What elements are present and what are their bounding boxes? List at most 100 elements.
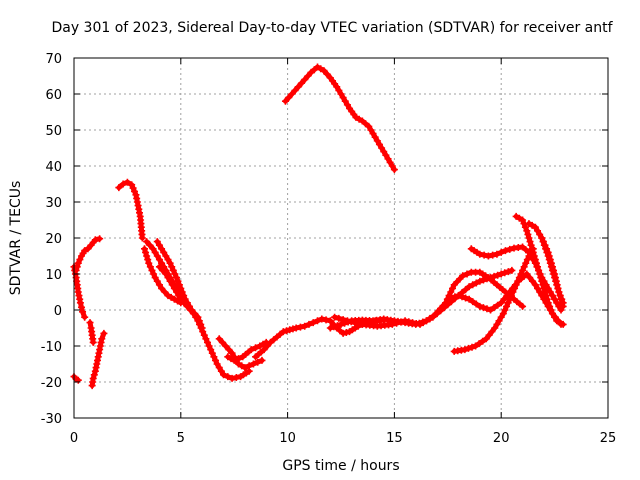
data-point-marker — [487, 306, 495, 314]
data-point-marker — [401, 317, 409, 325]
data-point-marker — [230, 356, 238, 364]
data-point-marker — [301, 322, 309, 330]
data-point-marker — [382, 151, 390, 159]
data-point-marker — [447, 294, 455, 302]
data-point-marker — [164, 274, 172, 282]
series-arc-10 — [155, 263, 198, 318]
data-point-marker — [537, 274, 545, 282]
y-tick-label: 30 — [45, 196, 62, 211]
data-point-marker — [485, 331, 493, 339]
data-point-marker — [183, 302, 191, 310]
data-point-marker — [173, 288, 181, 296]
series-arc-5 — [88, 329, 108, 390]
data-point-marker — [528, 245, 536, 253]
data-point-marker — [550, 270, 558, 278]
x-tick-label: 25 — [600, 431, 617, 446]
data-point-marker — [539, 281, 547, 289]
data-point-marker — [521, 223, 529, 231]
data-point-marker — [326, 317, 334, 325]
data-point-marker — [351, 319, 359, 327]
data-point-marker — [91, 236, 99, 244]
data-point-marker — [541, 288, 549, 296]
data-point-marker — [249, 360, 257, 368]
data-point-marker — [551, 295, 559, 303]
data-point-marker — [526, 238, 534, 246]
data-point-marker — [190, 310, 198, 318]
data-point-marker — [151, 248, 159, 256]
data-point-marker — [175, 281, 183, 289]
data-point-marker — [529, 248, 537, 256]
data-point-marker — [491, 324, 499, 332]
data-point-marker — [375, 140, 383, 148]
data-point-marker — [297, 79, 305, 87]
data-point-marker — [123, 178, 131, 186]
y-tick-label: -10 — [41, 340, 62, 355]
data-point-marker — [155, 256, 163, 264]
data-point-marker — [531, 223, 539, 231]
data-point-marker — [531, 256, 539, 264]
y-tick-label: 0 — [54, 304, 62, 319]
data-point-marker — [552, 277, 560, 285]
data-point-marker — [547, 306, 555, 314]
data-point-marker — [288, 90, 296, 98]
data-point-marker — [530, 252, 538, 260]
data-point-marker — [479, 337, 487, 345]
data-point-marker — [89, 374, 97, 382]
data-point-marker — [534, 227, 542, 235]
data-point-marker — [74, 376, 82, 384]
data-point-marker — [454, 292, 462, 300]
data-point-marker — [464, 344, 472, 352]
data-point-marker — [540, 284, 548, 292]
data-point-marker — [405, 318, 413, 326]
data-point-marker — [326, 324, 334, 332]
data-point-marker — [169, 266, 177, 274]
data-point-marker — [458, 293, 466, 301]
x-tick-label: 20 — [493, 431, 510, 446]
data-point-marker — [551, 274, 559, 282]
data-point-marker — [448, 284, 456, 292]
data-point-marker — [476, 302, 484, 310]
data-point-marker — [463, 270, 471, 278]
data-point-marker — [447, 288, 455, 296]
data-point-marker — [98, 335, 106, 343]
data-point-marker — [320, 67, 328, 75]
data-point-marker — [367, 126, 375, 134]
data-point-marker — [476, 250, 484, 258]
data-point-marker — [291, 86, 299, 94]
data-point-marker — [523, 270, 531, 278]
data-point-marker — [138, 234, 146, 242]
series-arc-16 — [331, 268, 527, 330]
y-tick-label: 60 — [45, 88, 62, 103]
data-point-marker — [333, 322, 341, 330]
data-point-marker — [341, 97, 349, 105]
data-point-marker — [462, 286, 470, 294]
data-point-marker — [90, 371, 98, 379]
data-point-marker — [546, 259, 554, 267]
data-point-marker — [555, 288, 563, 296]
data-point-marker — [539, 238, 547, 246]
data-point-marker — [479, 304, 487, 312]
data-point-marker — [493, 320, 501, 328]
data-point-marker — [285, 94, 293, 102]
series-line — [73, 236, 103, 273]
data-point-marker — [444, 295, 452, 303]
data-point-marker — [536, 270, 544, 278]
data-point-marker — [314, 317, 322, 325]
data-point-marker — [339, 94, 347, 102]
data-point-marker — [225, 346, 233, 354]
data-point-marker — [160, 248, 168, 256]
data-point-marker — [480, 251, 488, 259]
data-point-marker — [558, 295, 566, 303]
data-point-marker — [76, 256, 84, 264]
data-point-marker — [384, 155, 392, 163]
data-point-marker — [540, 241, 548, 249]
data-point-marker — [331, 313, 339, 321]
data-point-marker — [475, 340, 483, 348]
data-point-marker — [301, 76, 309, 84]
data-point-marker — [294, 83, 302, 91]
data-point-marker — [499, 310, 507, 318]
data-point-marker — [519, 216, 527, 224]
data-point-marker — [158, 284, 166, 292]
data-point-marker — [164, 256, 172, 264]
data-point-marker — [155, 281, 163, 289]
